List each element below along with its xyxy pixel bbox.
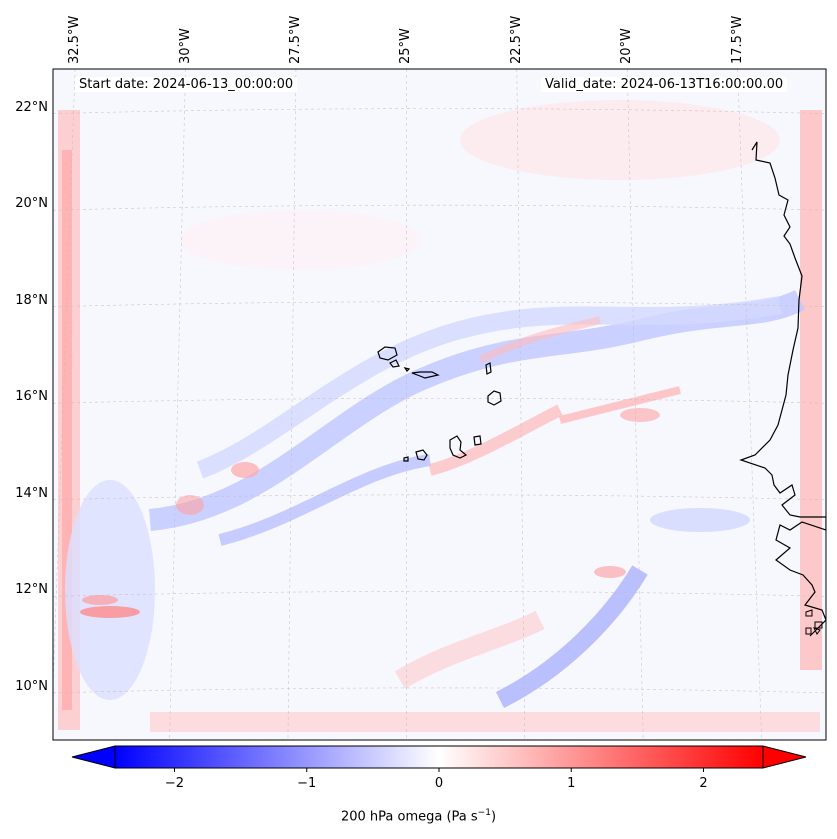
island-sao-vicente bbox=[389, 359, 400, 368]
latitude-gridline bbox=[53, 687, 826, 694]
longitude-label: 32.5°W bbox=[67, 15, 83, 64]
east-edge-band bbox=[800, 110, 822, 670]
latitude-gridline bbox=[53, 301, 826, 308]
longitude-label: 25°W bbox=[398, 28, 414, 64]
island-sao-nicolau bbox=[411, 371, 440, 379]
map-plot-area bbox=[53, 69, 826, 740]
valid-date-label: Valid_date: 2024-06-13T16:00:00.00 bbox=[541, 77, 788, 92]
longitude-label: 22.5°W bbox=[508, 15, 524, 64]
colorbar-body bbox=[114, 745, 764, 769]
longitude-gridline bbox=[169, 69, 186, 740]
colorbar-label-text: 200 hPa omega (Pa s bbox=[340, 809, 478, 825]
blue-spot-east bbox=[650, 508, 750, 532]
latitude-label: 10°N bbox=[15, 678, 48, 694]
longitude-gridline bbox=[737, 69, 762, 740]
latitude-label: 20°N bbox=[15, 196, 48, 212]
bijagos-islands bbox=[805, 609, 823, 635]
latitude-label: 18°N bbox=[15, 292, 48, 308]
island-santo-antao bbox=[377, 346, 398, 361]
red-spot-a bbox=[231, 462, 259, 478]
start-date-label: Start date: 2024-06-13_00:00:00 bbox=[75, 77, 298, 92]
red-spot-b bbox=[176, 495, 204, 515]
island-brava bbox=[403, 456, 409, 462]
blue-band-upper bbox=[196, 296, 782, 479]
colorbar-label-tail: ) bbox=[490, 809, 497, 825]
south-edge-band bbox=[150, 712, 820, 732]
red-streak-c bbox=[478, 316, 601, 364]
colorbar-tick-label: 0 bbox=[434, 776, 444, 791]
latitude-label: 16°N bbox=[15, 389, 48, 405]
colorbar-tick-label: −1 bbox=[297, 776, 317, 791]
sw-red-streak bbox=[80, 606, 140, 618]
colorbar-label: 200 hPa omega (Pa s−1) bbox=[0, 808, 837, 824]
island-boa-vista bbox=[487, 390, 502, 406]
africa-coastline bbox=[739, 141, 826, 637]
latitude-gridline bbox=[53, 108, 826, 114]
longitude-gridline bbox=[287, 69, 297, 740]
colorbar-label-sup: −1 bbox=[477, 808, 491, 818]
blue-band-lower bbox=[218, 454, 431, 546]
sw-disturbance bbox=[65, 480, 155, 700]
island-santiago bbox=[449, 435, 468, 459]
colorbar-tick-label: 2 bbox=[699, 776, 708, 791]
latitude-label: 14°N bbox=[15, 485, 48, 501]
latitude-gridline bbox=[53, 397, 826, 404]
longitude-label: 17.5°W bbox=[729, 15, 745, 64]
cabo-verde-islands bbox=[377, 346, 502, 462]
red-streak-a bbox=[428, 404, 563, 476]
red-spot-c bbox=[620, 408, 660, 422]
graticule bbox=[53, 69, 826, 740]
red-band-south bbox=[394, 611, 545, 689]
colorbar-extend-left bbox=[71, 745, 116, 769]
latitude-gridline bbox=[53, 494, 826, 501]
latitude-gridline bbox=[53, 591, 826, 597]
latitude-label: 22°N bbox=[15, 99, 48, 115]
latitude-label: 12°N bbox=[15, 582, 48, 598]
north-pink-a bbox=[460, 100, 780, 180]
longitude-gridline bbox=[53, 69, 76, 695]
longitude-label: 27.5°W bbox=[287, 15, 303, 64]
island-santa-luzia bbox=[403, 367, 411, 372]
red-streak-b bbox=[559, 386, 681, 424]
north-pink-b bbox=[180, 210, 420, 270]
longitude-label: 20°W bbox=[619, 28, 635, 64]
colorbar-extend-right bbox=[762, 745, 807, 769]
colorbar-tick-label: 1 bbox=[567, 776, 576, 791]
map-border bbox=[52, 68, 827, 741]
sw-red-streak-2 bbox=[82, 595, 118, 605]
longitude-gridline bbox=[626, 69, 644, 740]
island-fogo bbox=[415, 449, 428, 461]
colorbar-tick-label: −2 bbox=[164, 776, 185, 791]
red-spot-d bbox=[594, 566, 626, 578]
colorbar bbox=[71, 745, 807, 772]
longitude-label: 30°W bbox=[177, 28, 193, 64]
latitude-gridline bbox=[53, 204, 826, 211]
colorbar-tickmarks bbox=[174, 768, 704, 772]
island-maio bbox=[473, 435, 482, 446]
west-edge-band-core bbox=[62, 150, 72, 710]
island-sal bbox=[485, 362, 492, 375]
longitude-gridline bbox=[516, 69, 526, 740]
